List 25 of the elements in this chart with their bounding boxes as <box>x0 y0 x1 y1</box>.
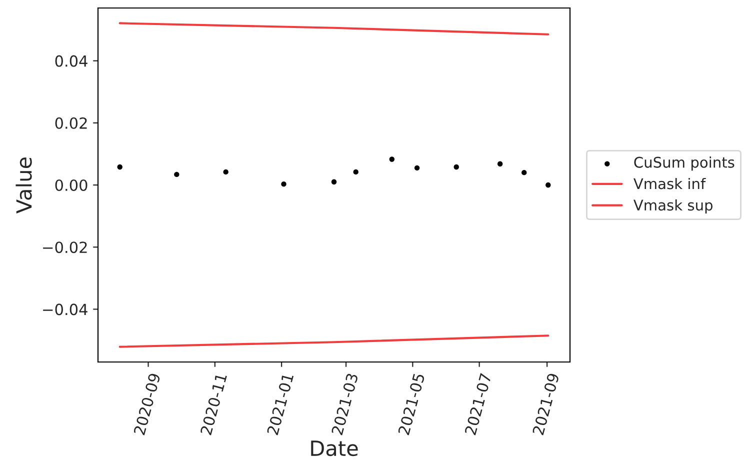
x-tick-label: 2021-07 <box>464 373 492 436</box>
point <box>546 182 551 188</box>
point <box>281 181 286 187</box>
point <box>331 179 337 184</box>
y-tick-label: 0.04 <box>55 55 88 67</box>
point <box>497 161 503 166</box>
x-tick-label: 2021-05 <box>398 373 425 436</box>
legend-label: CuSum points <box>634 156 734 171</box>
y-tick-label: −0.04 <box>43 304 88 316</box>
legend-label: Vmask inf <box>634 178 706 190</box>
legend-label: Vmask sup <box>634 199 712 214</box>
point <box>389 156 395 162</box>
y-tick-label: 0.02 <box>55 117 87 129</box>
point <box>117 164 122 170</box>
point <box>353 169 358 175</box>
y-tick-label: 0.00 <box>55 179 88 192</box>
y-axis-title: Value <box>16 158 32 214</box>
point <box>174 172 180 178</box>
point <box>454 164 459 170</box>
x-axis-title: Date <box>311 440 358 456</box>
point <box>522 170 527 176</box>
y-tick-label: −0.02 <box>43 242 87 254</box>
point <box>414 165 420 171</box>
x-tick-label: 2020-09 <box>133 372 161 436</box>
point <box>223 169 228 175</box>
